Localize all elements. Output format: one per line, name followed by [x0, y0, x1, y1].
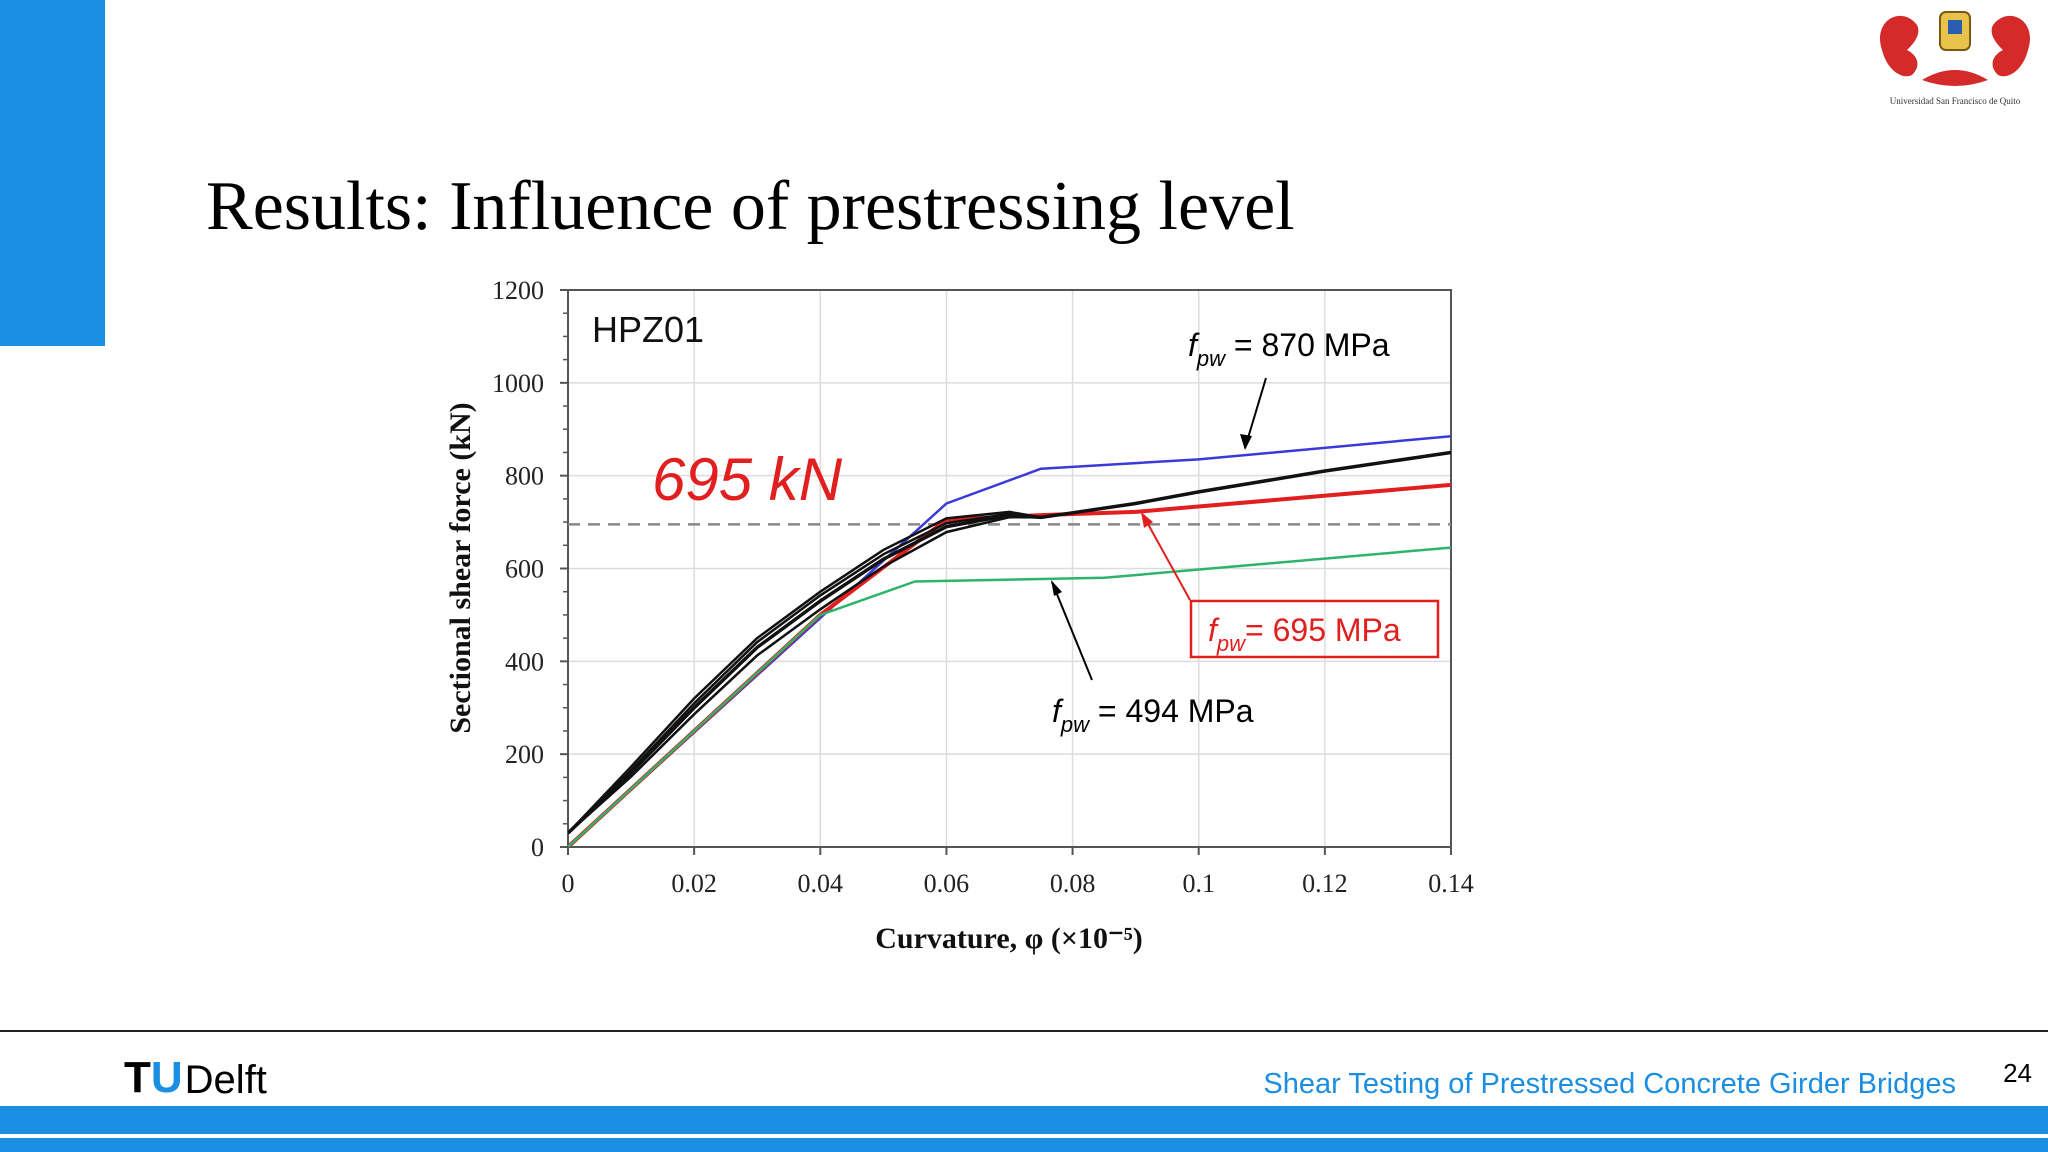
- logo-text: Universidad San Francisco de Quito: [1890, 96, 2021, 106]
- footer-divider: [0, 1030, 2048, 1032]
- x-axis-title: Curvature, φ (×10⁻⁵): [875, 922, 1143, 955]
- experiment-loop-0: [568, 515, 1042, 835]
- grid: [567, 289, 1452, 848]
- label-494: fpw = 494 MPa: [1052, 693, 1254, 737]
- y-tick-label: 600: [505, 555, 544, 584]
- experiment-loop-2: [568, 510, 1042, 834]
- label-695-box: [1189, 599, 1440, 659]
- y-tick-label: 1200: [492, 276, 544, 305]
- slide-title: Results: Influence of prestressing level: [206, 168, 1295, 245]
- reference-label: 695 kN: [652, 446, 843, 513]
- x-tick-label: 0: [562, 869, 575, 898]
- page-number: 24: [2003, 1058, 2032, 1088]
- arrow-695-head: [1141, 512, 1153, 528]
- series: [568, 434, 1451, 847]
- y-tick-label: 800: [505, 462, 544, 491]
- x-tick-label: 0.02: [671, 869, 717, 898]
- experiment-loop-1: [568, 512, 1042, 834]
- y-tick-label: 0: [531, 833, 544, 862]
- x-tick-label: 0.08: [1050, 869, 1096, 898]
- arrow-870-head: [1240, 434, 1252, 450]
- series-line-1: [568, 482, 1451, 847]
- footer-bar: [0, 1106, 2048, 1134]
- series-line-0: [568, 434, 1451, 847]
- y-tick-label: 1000: [492, 369, 544, 398]
- x-tick-label: 0.1: [1182, 869, 1215, 898]
- tudelft-logo-delft: Delft: [184, 1058, 267, 1102]
- tudelft-logo-t: T: [124, 1053, 151, 1102]
- tudelft-logo: T U Delft: [124, 1040, 267, 1102]
- y-axis-title: Sectional shear force (kN): [444, 402, 477, 733]
- panel-label: HPZ01: [592, 309, 704, 350]
- y-tick-label: 200: [505, 740, 544, 769]
- arrow-695: [1142, 514, 1191, 601]
- series-line-3: [568, 450, 1451, 835]
- university-logo: Universidad San Francisco de Quito: [1880, 11, 2030, 106]
- x-tick-label: 0.06: [924, 869, 970, 898]
- arrow-494: [1051, 581, 1093, 681]
- x-tick-label: 0.12: [1302, 869, 1348, 898]
- x-tick-label: 0.14: [1428, 869, 1474, 898]
- chart: 0 0.02 0.04 0.06 0.08 0.1 0.12 0.14 0 200 400 600 80…: [444, 276, 1474, 955]
- label-695: fpw= 695 MPa: [1208, 612, 1401, 656]
- accent-bar: [0, 0, 105, 346]
- axis-ticks: 0 0.02 0.04 0.06 0.08 0.1 0.12 0.14 0 200 400 600 80…: [492, 276, 1474, 898]
- series-line-2: [568, 546, 1451, 847]
- arrow-494-head: [1051, 580, 1062, 596]
- y-tick-label: 400: [505, 647, 544, 676]
- label-870: fpw = 870 MPa: [1188, 327, 1390, 371]
- x-tick-label: 0.04: [798, 869, 844, 898]
- footer-bar-bottom: [0, 1138, 2048, 1152]
- tudelft-logo-u: U: [150, 1053, 183, 1102]
- footer-text: Shear Testing of Prestressed Concrete Gi…: [1263, 1068, 1956, 1100]
